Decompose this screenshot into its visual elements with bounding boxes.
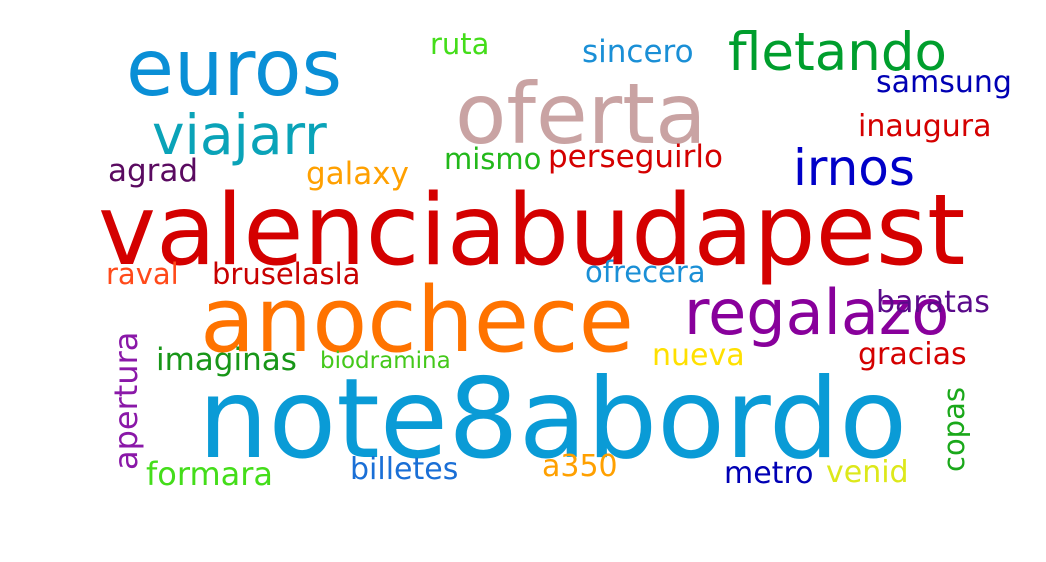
word-valenciabudapest: valenciabudapest xyxy=(98,174,966,288)
word-viajarr: viajarr xyxy=(152,103,327,167)
word-a350: a350 xyxy=(542,449,618,484)
word-billetes: billetes xyxy=(350,452,459,487)
word-perseguirlo: perseguirlo xyxy=(548,139,723,175)
word-imaginas: imaginas xyxy=(156,342,297,378)
word-venid: venid xyxy=(826,455,909,490)
word-sincero: sincero xyxy=(582,34,694,70)
word-agrad: agrad xyxy=(108,153,199,189)
word-gracias: gracias xyxy=(858,337,967,372)
word-samsung: samsung xyxy=(876,65,1012,100)
word-copas: copas xyxy=(937,387,971,472)
word-euros: euros xyxy=(126,24,343,114)
word-formara: formara xyxy=(146,455,273,493)
word-bruselasla: bruselasla xyxy=(212,257,361,291)
word-raval: raval xyxy=(106,257,179,291)
word-inaugura: inaugura xyxy=(858,109,992,144)
word-nueva: nueva xyxy=(652,338,745,373)
word-ruta: ruta xyxy=(430,27,490,61)
word-ofrecera: ofrecera xyxy=(585,255,706,289)
word-apertura: apertura xyxy=(107,331,145,470)
word-galaxy: galaxy xyxy=(306,156,409,192)
word-baratas: baratas xyxy=(876,285,990,320)
word-fletando: fletando xyxy=(728,22,947,83)
word-regalazo: regalazo xyxy=(684,276,950,349)
word-metro: metro xyxy=(724,456,814,491)
word-oferta: oferta xyxy=(455,65,707,163)
word-irnos: irnos xyxy=(793,139,915,197)
word-anochece: anochece xyxy=(200,268,635,373)
word-mismo: mismo xyxy=(444,142,542,176)
word-note8abordo: note8abordo xyxy=(198,355,908,484)
word-biodramina: biodramina xyxy=(320,348,451,374)
